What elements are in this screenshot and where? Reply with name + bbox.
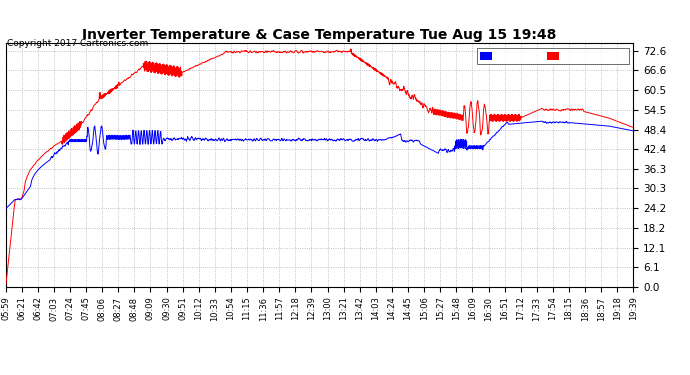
Text: Copyright 2017 Cartronics.com: Copyright 2017 Cartronics.com (7, 39, 148, 48)
Title: Inverter Temperature & Case Temperature Tue Aug 15 19:48: Inverter Temperature & Case Temperature … (82, 28, 557, 42)
Legend: Case  (°C), Inverter  (°C): Case (°C), Inverter (°C) (477, 48, 629, 64)
